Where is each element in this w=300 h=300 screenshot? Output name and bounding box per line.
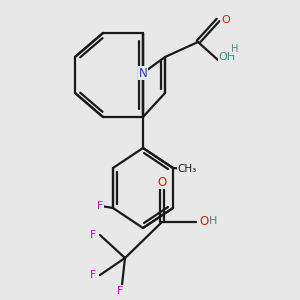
Text: F: F	[116, 286, 123, 296]
Text: H: H	[209, 216, 218, 226]
Text: CH₃: CH₃	[178, 164, 197, 174]
Text: OH: OH	[218, 52, 236, 62]
Text: N: N	[139, 67, 147, 80]
Text: F: F	[97, 201, 103, 211]
Text: F: F	[90, 230, 97, 240]
Text: O: O	[221, 15, 230, 25]
Text: H: H	[231, 44, 238, 55]
Text: O: O	[158, 176, 166, 188]
Text: F: F	[90, 270, 97, 280]
Text: O: O	[199, 214, 208, 228]
